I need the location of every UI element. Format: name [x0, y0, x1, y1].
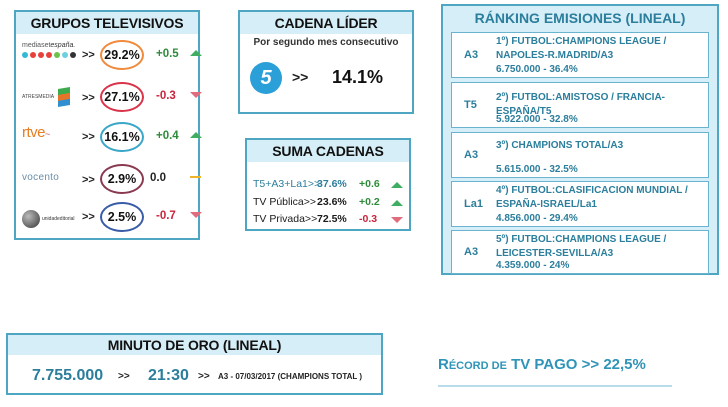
suma-label: T5+A3+La1>>: [253, 178, 321, 190]
ranking-channel: A3: [464, 49, 479, 61]
cadena-lider-title: CADENA LÍDER: [240, 12, 412, 34]
suma-cadenas-panel: SUMA CADENAS T5+A3+La1>> 37.6% +0.6 TV P…: [245, 138, 411, 231]
arrows: >>: [82, 211, 95, 223]
arrows: >>: [118, 371, 130, 382]
ranking-item: La1 4º) FUTBOL:CLASIFICACION MUNDIAL / E…: [451, 181, 709, 227]
suma-label: TV Pública>>: [253, 196, 317, 208]
ranking-item: A3 3º) CHAMPIONS TOTAL/A3 5.615.000 - 32…: [451, 132, 709, 178]
trend-up-icon: [391, 200, 403, 206]
ranking-channel: A3: [464, 149, 479, 161]
ranking-program: 1º) FUTBOL:CHAMPIONS LEAGUE / NAPOLES-R.…: [496, 36, 667, 61]
ranking-program: 2º) FUTBOL:AMISTOSO / FRANCIA-ESPAÑA/T5: [496, 92, 666, 117]
arrows: >>: [82, 174, 95, 186]
ranking-program: 5º) FUTBOL:CHAMPIONS LEAGUE / LEICESTER-…: [496, 234, 667, 259]
ranking-emisiones-panel: RÁNKING EMISIONES (LINEAL) A3 1º) FUTBOL…: [441, 4, 719, 275]
arrows: >>: [82, 131, 95, 143]
trend-up-icon: [190, 50, 202, 56]
trend-up-icon: [391, 182, 403, 188]
ranking-channel: La1: [464, 198, 483, 210]
ranking-audience: 4.359.000 - 24%: [496, 260, 570, 271]
ranking-program: 4º) FUTBOL:CLASIFICACION MUNDIAL / ESPAÑ…: [496, 185, 688, 210]
suma-row: TV Privada>> 72.5% -0.3: [253, 213, 409, 229]
minuto-de-oro-panel: MINUTO DE ORO (LINEAL) 7.755.000 >> 21:3…: [6, 333, 383, 395]
vocento-logo: vocento: [22, 172, 60, 183]
ranking-title: RÁNKING EMISIONES (LINEAL): [474, 10, 686, 26]
cadena-lider-panel: CADENA LÍDER Por segundo mes consecutivo…: [238, 10, 414, 114]
arrows: >>: [82, 92, 95, 104]
share-ellipse: 2.5%: [100, 202, 144, 232]
share-ellipse: 29.2%: [100, 40, 144, 70]
grupo-row-rtve: rtve~ >> 16.1% +0.4: [16, 118, 202, 158]
share-ellipse: 16.1%: [100, 122, 144, 152]
suma-row: T5+A3+La1>> 37.6% +0.6: [253, 178, 409, 194]
suma-value: 37.6%: [317, 178, 347, 190]
mediaset-logo: mediasetespaña.: [22, 42, 76, 72]
grupo-row-unidad-editorial: unidadeditorial >> 2.5% -0.7: [16, 198, 202, 238]
record-prefix-small: ÉCORD DE: [448, 360, 507, 372]
ranking-channel: T5: [464, 99, 477, 111]
delta: -0.7: [156, 210, 176, 222]
ranking-item: A3 5º) FUTBOL:CHAMPIONS LEAGUE / LEICEST…: [451, 230, 709, 274]
minuto-oro-title: MINUTO DE ORO (LINEAL): [8, 335, 381, 355]
grupos-title: GRUPOS TELEVISIVOS: [16, 12, 198, 34]
cadena-lider-share: 14.1%: [332, 67, 384, 87]
trend-flat-icon: [190, 176, 201, 178]
rtve-logo: rtve~: [22, 124, 50, 141]
share-ellipse: 27.1%: [100, 82, 144, 112]
suma-value: 23.6%: [317, 196, 347, 208]
suma-cadenas-title: SUMA CADENAS: [247, 140, 409, 162]
suma-row: TV Pública>> 23.6% +0.2: [253, 196, 409, 212]
suma-delta: -0.3: [359, 213, 378, 225]
ranking-audience: 5.922.000 - 32.8%: [496, 114, 578, 125]
trend-up-icon: [190, 132, 202, 138]
delta: +0.4: [156, 130, 179, 142]
grupos-televisivos-panel: GRUPOS TELEVISIVOS mediasetespaña. >> 29…: [14, 10, 202, 240]
ranking-audience: 6.750.000 - 36.4%: [496, 64, 578, 75]
arrows: >>: [198, 371, 210, 382]
ranking-audience: 4.856.000 - 29.4%: [496, 213, 578, 224]
cadena-lider-subtitle: Por segundo mes consecutivo: [253, 37, 399, 48]
grupo-row-atresmedia: ATRESMEDIA >> 27.1% -0.3: [16, 76, 202, 116]
record-text: TV PAGO >> 22,5%: [506, 356, 646, 373]
delta: -0.3: [156, 90, 176, 102]
minuto-oro-detail: A3 - 07/03/2017 (CHAMPIONS TOTAL ): [218, 372, 363, 381]
telecinco-logo-icon: 5: [250, 62, 282, 94]
record-underline: [438, 385, 672, 387]
grupo-row-mediaset: mediasetespaña. >> 29.2% +0.5: [16, 36, 202, 76]
grupo-row-vocento: vocento >> 2.9% 0.0: [16, 158, 201, 198]
ranking-audience: 5.615.000 - 32.5%: [496, 164, 578, 175]
suma-delta: +0.2: [359, 196, 380, 208]
ranking-program: 3º) CHAMPIONS TOTAL/A3: [496, 140, 624, 151]
ranking-channel: A3: [464, 246, 479, 258]
ranking-item: T5 2º) FUTBOL:AMISTOSO / FRANCIA-ESPAÑA/…: [451, 82, 709, 128]
record-prefix: R: [438, 356, 449, 373]
arrows: >>: [82, 49, 95, 61]
unidad-editorial-logo: unidadeditorial: [22, 204, 76, 234]
record-tv-pago: RÉCORD DE TV PAGO >> 22,5%: [438, 356, 646, 373]
trend-down-icon: [190, 212, 202, 218]
delta: +0.5: [156, 48, 179, 60]
delta: 0.0: [150, 172, 166, 184]
suma-delta: +0.6: [359, 178, 380, 190]
arrows: >>: [292, 69, 309, 85]
atresmedia-logo: ATRESMEDIA: [22, 82, 76, 112]
trend-down-icon: [391, 217, 403, 223]
ranking-item: A3 1º) FUTBOL:CHAMPIONS LEAGUE / NAPOLES…: [451, 32, 709, 78]
minuto-oro-audience: 7.755.000: [32, 367, 104, 384]
share-ellipse: 2.9%: [100, 164, 144, 194]
suma-value: 72.5%: [317, 213, 347, 225]
trend-down-icon: [190, 92, 202, 98]
minuto-oro-time: 21:30: [148, 367, 189, 384]
suma-label: TV Privada>>: [253, 213, 318, 225]
